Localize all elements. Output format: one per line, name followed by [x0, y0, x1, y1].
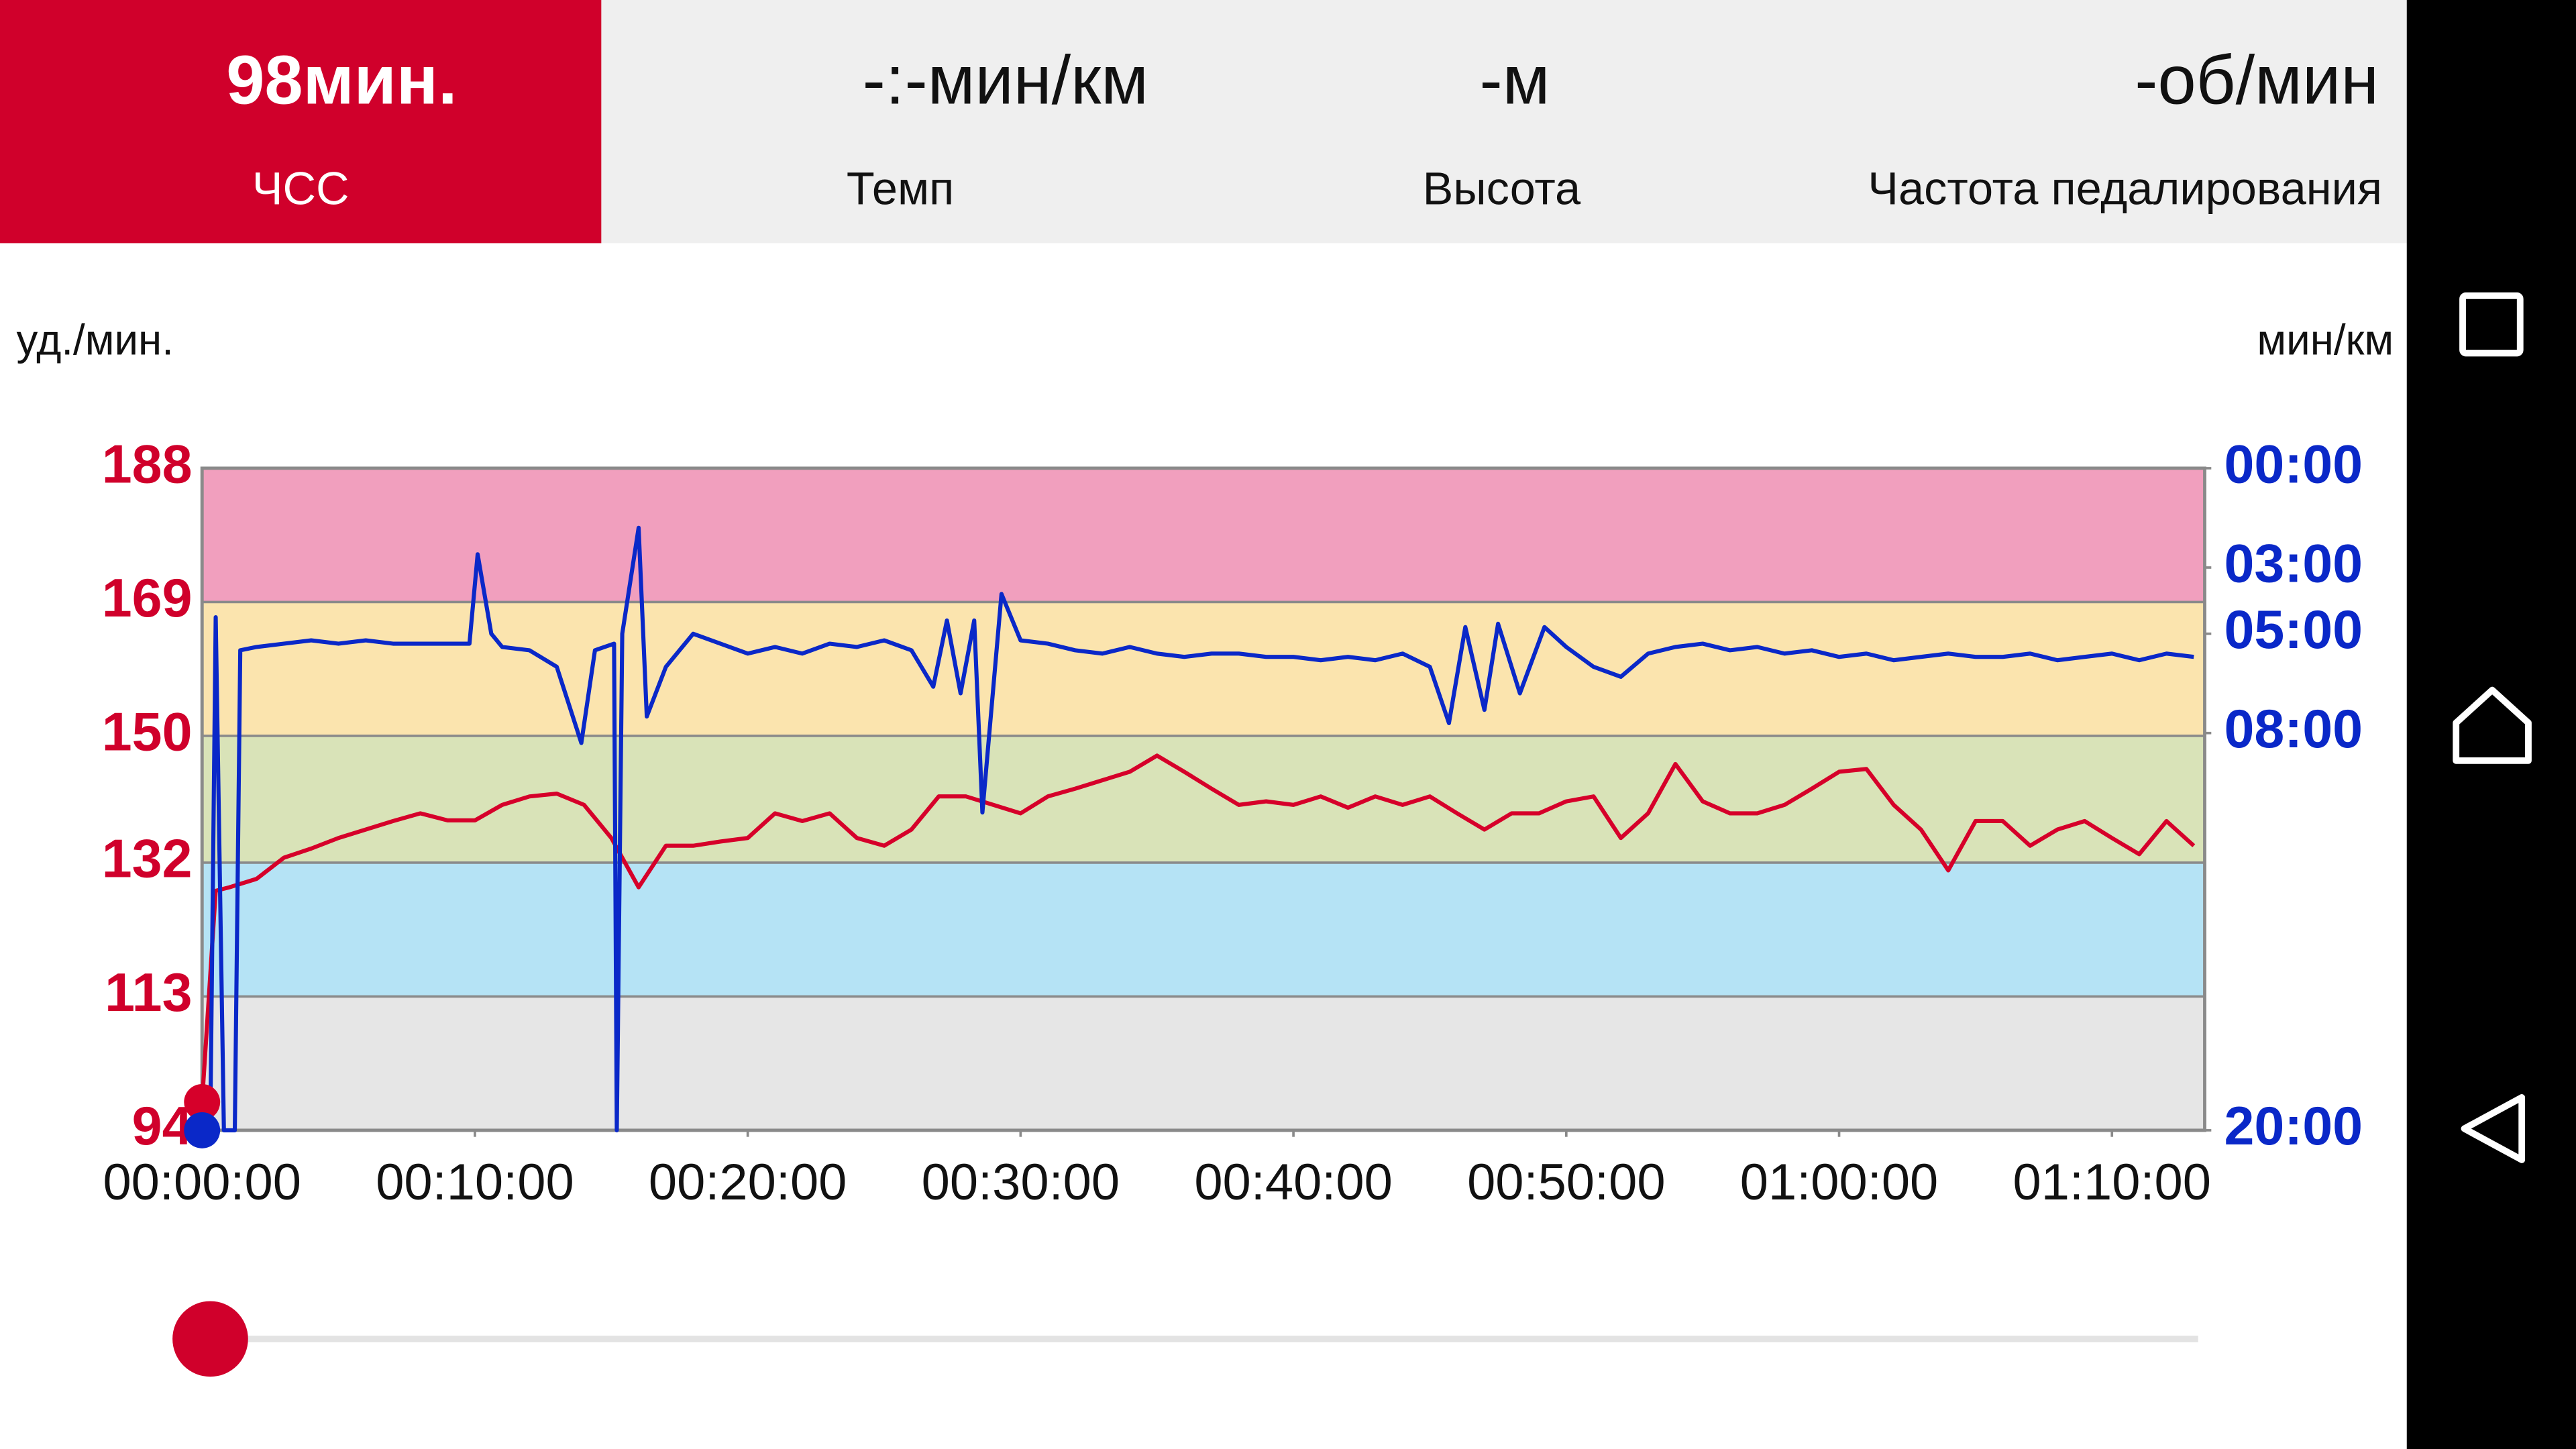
y2-tick-label: 08:00 — [2224, 699, 2363, 759]
tile-label: Высота — [1423, 163, 1581, 215]
tile-value[interactable]: -об/мин — [2135, 42, 2379, 119]
hr-zone — [202, 735, 2205, 863]
series-line — [202, 525, 2194, 1132]
y2-tick-label: 20:00 — [2224, 1096, 2363, 1157]
hr-zone — [202, 602, 2205, 736]
plot-frame — [200, 466, 2206, 1132]
x-tick-label: 01:10:00 — [2013, 1154, 2211, 1211]
position-marker — [184, 1112, 221, 1148]
y-tick-label: 169 — [102, 568, 193, 629]
x-tick-label: 00:00:00 — [103, 1154, 301, 1211]
hr-zone — [202, 862, 2205, 997]
x-tick-label: 00:30:00 — [922, 1154, 1120, 1211]
tile-label: Частота педалирования — [1868, 163, 2382, 215]
series-line — [200, 753, 2196, 1103]
y-axis-title: уд./мин. — [16, 317, 173, 364]
tile-label: Темп — [847, 163, 954, 215]
y-tick-label: 132 — [102, 828, 193, 889]
x-tick-label: 01:00:00 — [1740, 1154, 1938, 1211]
hr-zone — [202, 468, 2205, 602]
x-tick-label: 00:20:00 — [649, 1154, 847, 1211]
tile-value[interactable]: -м — [1479, 42, 1550, 119]
tile-label: ЧСС — [252, 163, 350, 215]
y-tick-label: 188 — [102, 434, 193, 494]
recents-button[interactable] — [2459, 292, 2524, 357]
x-tick-label: 00:50:00 — [1467, 1154, 1665, 1211]
nav-bar — [2406, 0, 2576, 1449]
position-marker — [184, 1083, 221, 1120]
x-tick-label: 00:40:00 — [1194, 1154, 1392, 1211]
y2-tick-label: 03:00 — [2224, 533, 2363, 594]
tile-value: 98мин. — [226, 42, 457, 119]
tile-value[interactable]: -:-мин/км — [863, 42, 1148, 119]
y2-tick-label: 00:00 — [2224, 434, 2363, 494]
x-tick-label: 00:10:00 — [376, 1154, 574, 1211]
y-tick-label: 150 — [102, 702, 193, 762]
y2-axis-title: мин/км — [2257, 317, 2394, 364]
y-tick-label: 94 — [132, 1096, 193, 1157]
slider-thumb[interactable] — [172, 1301, 248, 1377]
hr-zone — [202, 996, 2205, 1130]
y2-tick-label: 05:00 — [2224, 600, 2363, 660]
selected-tile[interactable] — [0, 0, 602, 244]
y-tick-label: 113 — [105, 963, 192, 1023]
back-button[interactable] — [2461, 1094, 2526, 1163]
home-button[interactable] — [2453, 686, 2532, 764]
